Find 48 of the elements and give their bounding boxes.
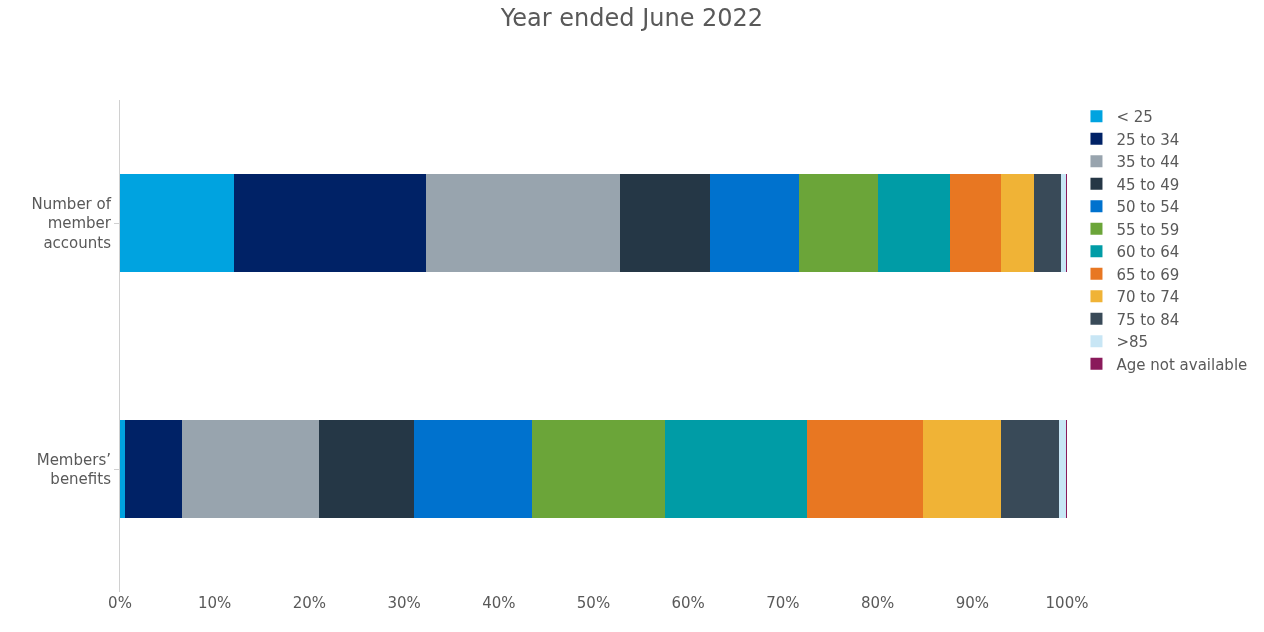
x-tick-label: 80%	[860, 594, 895, 612]
legend-label: 25 to 34	[1116, 130, 1180, 149]
bar	[425, 173, 621, 273]
bar	[923, 419, 1001, 519]
bar	[1000, 419, 1060, 519]
bar	[949, 173, 1001, 273]
bar	[877, 173, 950, 273]
legend-label: Age not available	[1116, 355, 1248, 374]
bar	[1033, 173, 1062, 273]
x-tick-label: 90%	[955, 594, 989, 612]
x-tick-label: 50%	[576, 594, 611, 612]
x-tick-label: 100%	[1045, 594, 1089, 612]
bar	[799, 173, 878, 273]
legend-label: 50 to 54	[1116, 198, 1180, 217]
bar	[709, 173, 799, 273]
bar	[1061, 173, 1067, 273]
bar	[531, 419, 665, 519]
bar	[620, 173, 710, 273]
x-tick-label: 60%	[671, 594, 705, 612]
x-tick-label: 30%	[387, 594, 421, 612]
legend-label: >85	[1116, 333, 1149, 352]
bar	[181, 419, 319, 519]
legend-label: 45 to 49	[1116, 175, 1180, 194]
legend-label: 75 to 84	[1116, 310, 1180, 329]
bar	[318, 419, 414, 519]
bar	[664, 419, 807, 519]
bar	[1059, 419, 1067, 519]
y-tick-label: Number of member accounts	[31, 194, 112, 252]
x-tick-label: 20%	[292, 594, 327, 612]
bar	[806, 419, 924, 519]
x-tick-label: 10%	[198, 594, 232, 612]
bar	[120, 173, 234, 273]
bar	[120, 419, 125, 519]
x-tick-label: 40%	[482, 594, 516, 612]
bar	[233, 173, 426, 273]
x-tick-label: 70%	[766, 594, 800, 612]
y-tick-label: Members’ benefits	[36, 450, 112, 488]
legend-label: 60 to 64	[1116, 243, 1180, 262]
x-tick-label: 0%	[108, 594, 132, 612]
legend-label: 65 to 69	[1116, 265, 1180, 284]
legend-label: 35 to 44	[1116, 153, 1180, 172]
legend-label: 70 to 74	[1116, 288, 1180, 307]
legend-label: 55 to 59	[1116, 220, 1180, 239]
bar	[124, 419, 182, 519]
chart-title: Year ended June 2022	[499, 4, 764, 33]
bar	[1000, 173, 1034, 273]
legend-label: < 25	[1116, 108, 1153, 127]
bar	[413, 419, 532, 519]
